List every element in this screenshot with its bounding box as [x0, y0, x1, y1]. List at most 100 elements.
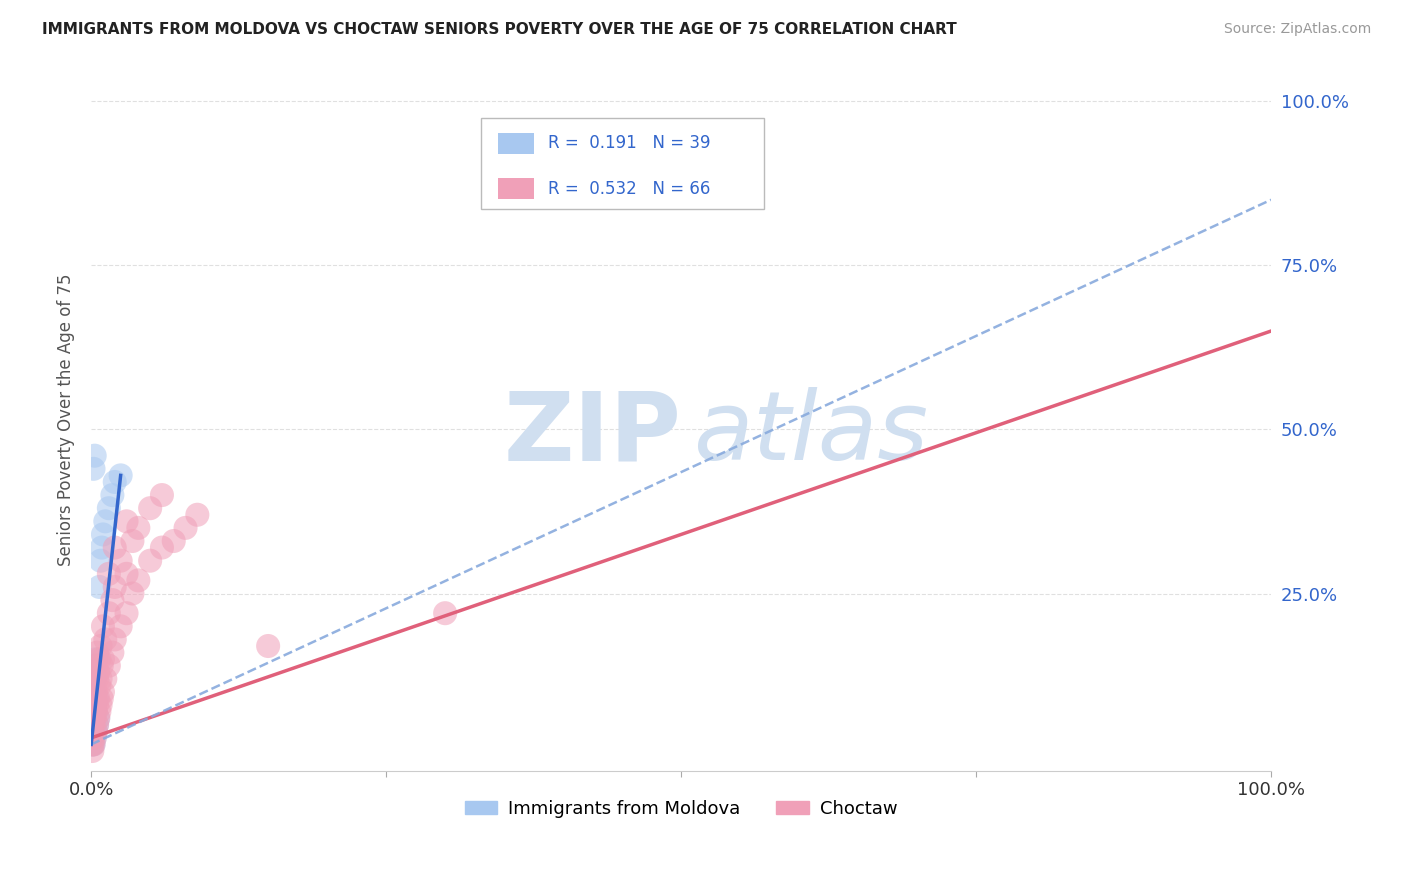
Point	[83, 698, 105, 712]
Point	[82, 738, 104, 752]
Point	[83, 718, 105, 732]
Point	[110, 554, 132, 568]
Point	[104, 541, 127, 555]
Point	[115, 566, 138, 581]
Text: ZIP: ZIP	[503, 387, 681, 480]
Point	[82, 705, 104, 719]
Point	[83, 738, 105, 752]
Point	[101, 646, 124, 660]
Point	[89, 678, 111, 692]
Point	[434, 606, 457, 620]
Point	[82, 685, 104, 699]
Point	[83, 724, 105, 739]
Point	[83, 711, 105, 725]
Point	[101, 488, 124, 502]
Point	[83, 711, 105, 725]
Point	[97, 606, 120, 620]
Point	[91, 652, 114, 666]
Point	[82, 718, 104, 732]
Point	[121, 534, 143, 549]
FancyBboxPatch shape	[481, 118, 763, 209]
Point	[90, 672, 112, 686]
Point	[82, 724, 104, 739]
Point	[82, 731, 104, 745]
Point	[82, 691, 104, 706]
Point	[87, 711, 110, 725]
Point	[83, 462, 105, 476]
Point	[82, 691, 104, 706]
Point	[82, 698, 104, 712]
Point	[89, 705, 111, 719]
Y-axis label: Seniors Poverty Over the Age of 75: Seniors Poverty Over the Age of 75	[58, 273, 75, 566]
Point	[83, 685, 105, 699]
Point	[91, 619, 114, 633]
Point	[86, 691, 108, 706]
Point	[90, 541, 112, 555]
Point	[150, 541, 173, 555]
Point	[163, 534, 186, 549]
Point	[82, 705, 104, 719]
Point	[86, 698, 108, 712]
Point	[82, 744, 104, 758]
Point	[83, 698, 105, 712]
Point	[94, 514, 117, 528]
Point	[90, 554, 112, 568]
Point	[97, 566, 120, 581]
Point	[87, 711, 110, 725]
Text: R =  0.191   N = 39: R = 0.191 N = 39	[548, 134, 710, 153]
Point	[82, 711, 104, 725]
Point	[83, 738, 105, 752]
Legend: Immigrants from Moldova, Choctaw: Immigrants from Moldova, Choctaw	[457, 792, 904, 825]
Point	[150, 488, 173, 502]
Point	[83, 731, 105, 745]
Point	[83, 698, 105, 712]
Point	[110, 619, 132, 633]
Point	[86, 672, 108, 686]
Point	[82, 672, 104, 686]
FancyBboxPatch shape	[498, 133, 534, 153]
Point	[82, 678, 104, 692]
Point	[84, 652, 107, 666]
Text: R =  0.532   N = 66: R = 0.532 N = 66	[548, 180, 710, 198]
Point	[83, 731, 105, 745]
Point	[82, 731, 104, 745]
Text: atlas: atlas	[693, 387, 928, 480]
Text: IMMIGRANTS FROM MOLDOVA VS CHOCTAW SENIORS POVERTY OVER THE AGE OF 75 CORRELATIO: IMMIGRANTS FROM MOLDOVA VS CHOCTAW SENIO…	[42, 22, 957, 37]
Point	[91, 527, 114, 541]
Point	[115, 606, 138, 620]
Point	[101, 593, 124, 607]
Point	[83, 665, 105, 680]
Point	[82, 698, 104, 712]
Point	[97, 501, 120, 516]
Point	[83, 449, 105, 463]
Point	[89, 652, 111, 666]
Point	[90, 658, 112, 673]
Point	[87, 691, 110, 706]
Point	[104, 580, 127, 594]
Point	[82, 658, 104, 673]
Point	[90, 639, 112, 653]
Point	[90, 698, 112, 712]
Point	[91, 685, 114, 699]
Point	[86, 646, 108, 660]
Point	[84, 658, 107, 673]
Point	[186, 508, 208, 522]
Point	[83, 672, 105, 686]
Point	[94, 632, 117, 647]
Point	[94, 672, 117, 686]
Point	[127, 521, 149, 535]
Point	[87, 665, 110, 680]
Point	[83, 718, 105, 732]
Point	[110, 468, 132, 483]
Point	[83, 678, 105, 692]
Point	[82, 724, 104, 739]
Point	[83, 665, 105, 680]
Point	[174, 521, 197, 535]
Point	[104, 475, 127, 489]
Point	[84, 724, 107, 739]
Point	[139, 501, 162, 516]
Point	[97, 658, 120, 673]
Point	[84, 705, 107, 719]
Point	[84, 724, 107, 739]
Point	[82, 738, 104, 752]
